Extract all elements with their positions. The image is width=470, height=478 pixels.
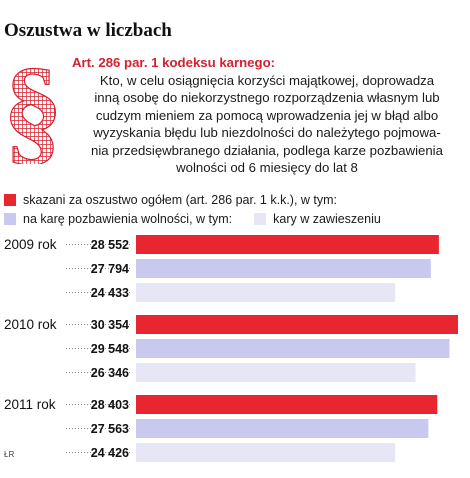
value-label: 28 552 [91,238,129,252]
legend-label: skazani za oszustwo ogółem (art. 286 par… [23,193,338,207]
legend-item-total: skazani za oszustwo ogółem (art. 286 par… [4,193,337,207]
value-label: 29 548 [91,342,129,356]
legend-swatch [4,194,16,206]
legend-swatch [254,213,267,225]
category-label: 2011 rok [4,397,56,412]
legend-row: na karę pozbawienia wolności, w tym: kar… [4,212,381,226]
value-label: 27 563 [91,422,129,436]
law-article: Art. 286 par. 1 kodeksu karnego: Kto, w … [72,54,462,177]
value-label: 26 346 [91,366,129,380]
value-label: 27 794 [91,262,129,276]
bar [136,363,416,382]
law-line: wyzyskania błędu lub niezdolności do nal… [93,125,441,140]
legend-label: na karę pozbawienia wolności, w tym: [23,212,233,226]
law-line: nia przedsięwbranego działania, podlega … [91,142,443,158]
law-heading: Art. 286 par. 1 kodeksu karnego: [72,55,276,70]
bar [136,235,439,254]
bar [136,339,450,358]
value-label: 24 433 [91,286,129,300]
bar [136,419,429,438]
bar [136,395,438,414]
legend-swatch [4,213,16,225]
category-label: 2009 rok [4,237,57,252]
value-label: 24 426 [91,446,129,460]
value-label: 30 354 [91,318,129,332]
law-line: wolności od 6 miesięcy do lat 8 [176,160,358,175]
bar [136,443,396,462]
svg-text:§: § [3,52,63,164]
value-label: 28 403 [91,398,129,412]
law-line: Kto, w celu osiągnięcia korzyści majątko… [99,72,435,88]
legend-label: kary w zawieszeniu [273,212,381,226]
bar [136,259,431,278]
bar [136,283,396,302]
source-credit: ŁR [4,450,15,459]
law-line: cudzym mieniem za pomocą wprowadzenia je… [95,107,439,123]
chart-title: Oszustwa w liczbach [4,20,172,41]
section-sign-icon: § [2,52,63,164]
category-label: 2010 rok [4,317,57,332]
bar [136,315,458,334]
law-line: inną osobę do niekorzystnego rozporządze… [94,90,440,105]
